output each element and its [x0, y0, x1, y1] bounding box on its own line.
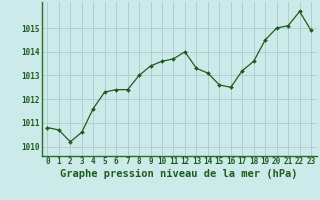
X-axis label: Graphe pression niveau de la mer (hPa): Graphe pression niveau de la mer (hPa): [60, 169, 298, 179]
